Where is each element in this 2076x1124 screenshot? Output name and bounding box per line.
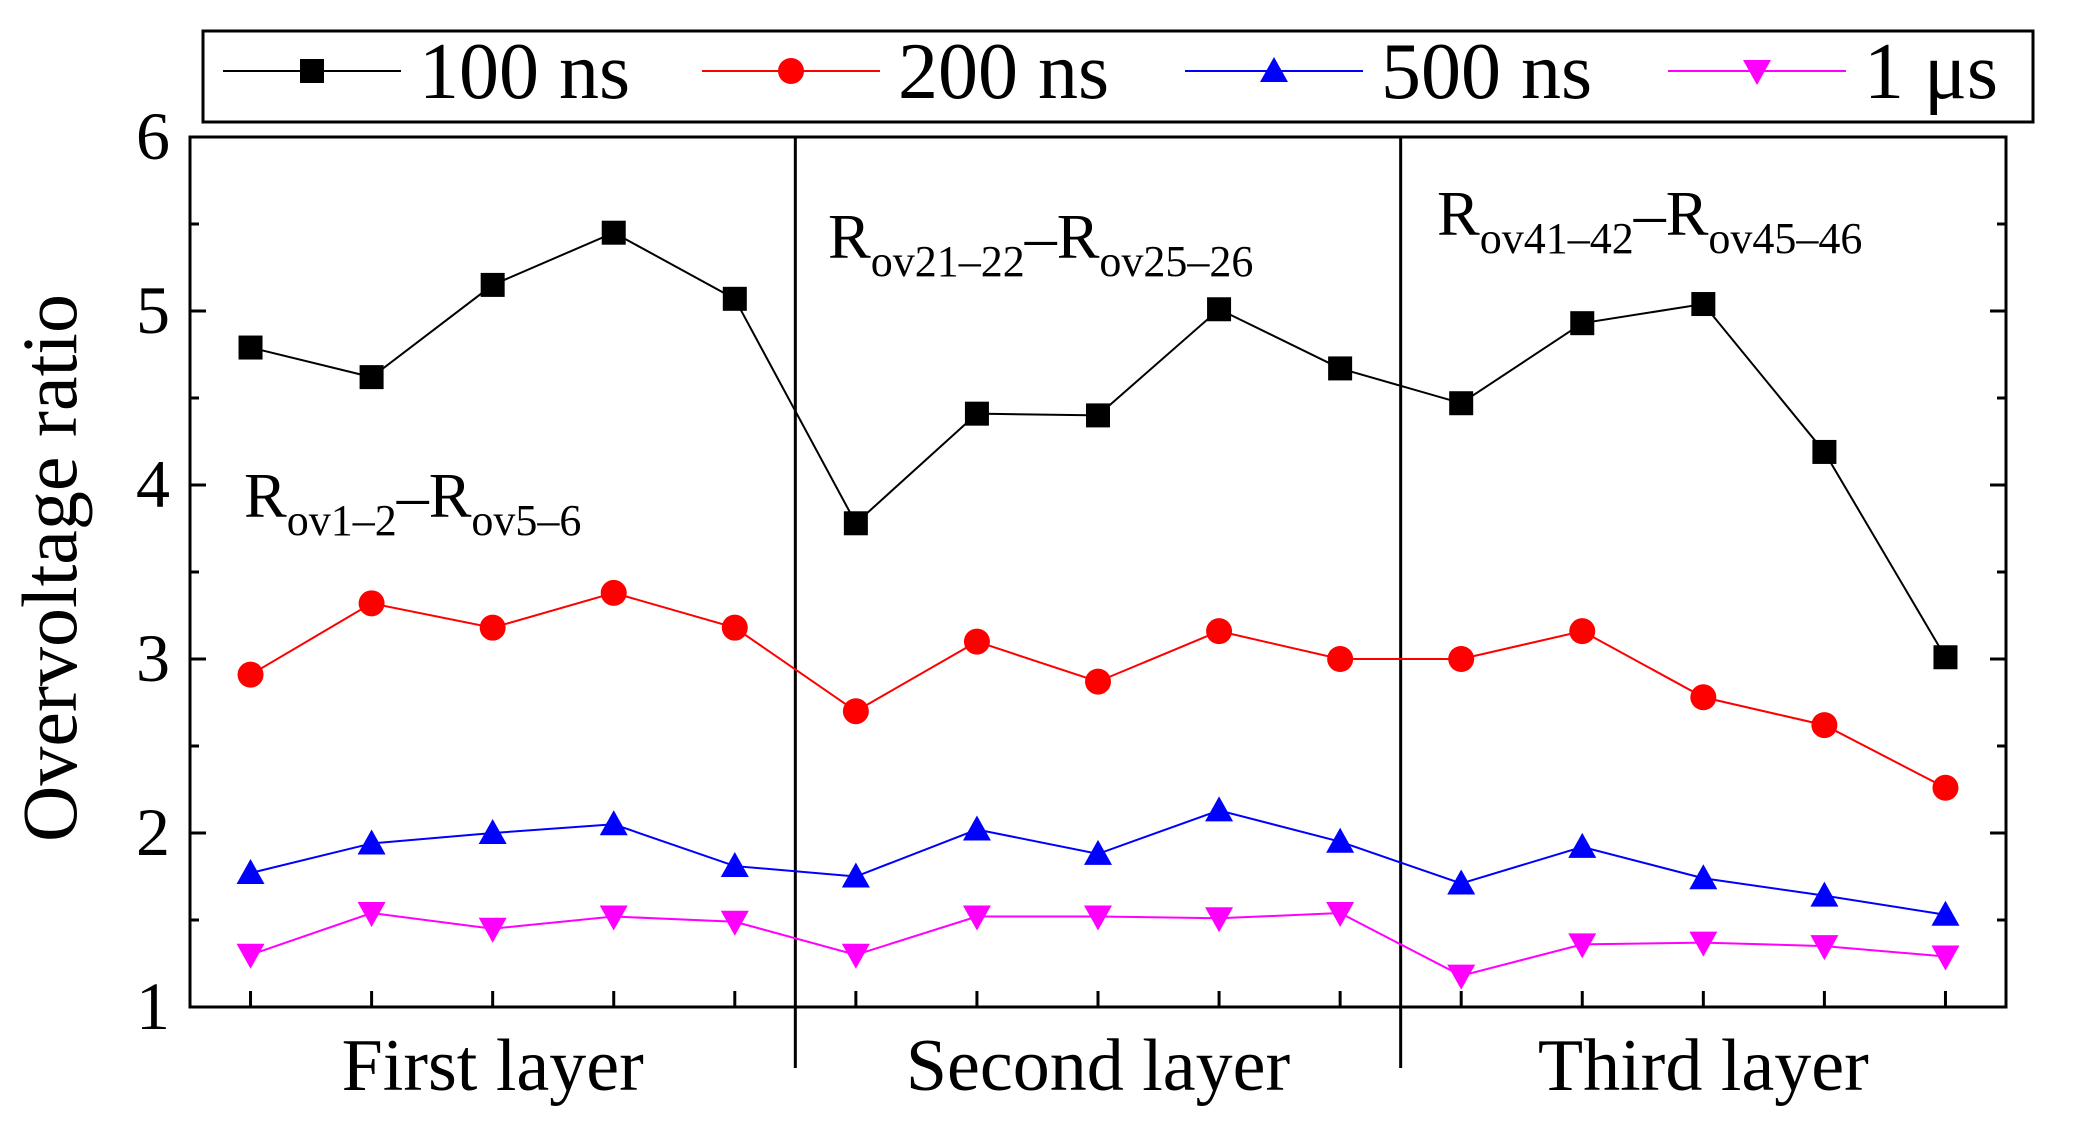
data-point [1447, 869, 1476, 895]
data-point [238, 335, 263, 360]
data-point [237, 661, 264, 688]
y-tick-label: 5 [136, 272, 170, 348]
data-point [1086, 403, 1110, 428]
data-point [1207, 297, 1232, 322]
group-label: First layer [342, 1025, 644, 1107]
data-point [1569, 618, 1596, 645]
data-point [1931, 945, 1960, 971]
data-point [1932, 774, 1959, 801]
data-point [1690, 684, 1717, 711]
data-point [1691, 292, 1716, 317]
series-500-ns [236, 796, 1960, 926]
region-annotation: Rov21–22–Rov25–26 [828, 201, 1253, 286]
group-label: Third layer [1538, 1025, 1869, 1107]
legend-marker [1743, 60, 1771, 85]
series-line [250, 231, 1947, 658]
data-point [1448, 646, 1475, 672]
data-point [1205, 907, 1234, 933]
y-axis-label: Overvoltage ratio [6, 294, 93, 842]
data-point [842, 698, 869, 725]
data-point [1568, 933, 1597, 959]
data-point [357, 902, 386, 928]
data-point [1085, 668, 1111, 695]
data-point [962, 815, 991, 841]
data-point [1449, 391, 1474, 416]
data-point [601, 220, 626, 245]
legend-marker [300, 59, 324, 83]
y-tick-label: 3 [136, 620, 170, 696]
data-point [1084, 839, 1112, 865]
data-point [599, 905, 628, 931]
data-point [1810, 935, 1839, 961]
legend-marker [1260, 57, 1288, 82]
data-point [1810, 881, 1839, 907]
group-label: Second layer [906, 1025, 1290, 1107]
data-point [236, 943, 265, 969]
data-point [721, 614, 748, 641]
data-point [962, 905, 991, 931]
data-point [1812, 439, 1837, 464]
data-point [1206, 618, 1233, 645]
region-annotation: Rov41–42–Rov45–46 [1437, 178, 1862, 263]
data-point [478, 917, 507, 943]
data-point [1689, 931, 1718, 957]
data-point [236, 859, 265, 885]
region-annotation: Rov1–2–Rov5–6 [244, 460, 581, 545]
y-tick-label: 2 [136, 794, 170, 870]
data-point [357, 829, 386, 855]
legend-label: 500 ns [1381, 28, 1592, 116]
data-point [1326, 902, 1355, 928]
data-point [720, 852, 749, 878]
data-point [359, 365, 384, 390]
legend-marker [778, 58, 804, 84]
data-point [480, 272, 505, 297]
data-point [1326, 827, 1355, 853]
data-point [722, 286, 747, 311]
data-point [1328, 356, 1353, 381]
data-point [841, 943, 870, 969]
series-100-ns [238, 220, 1958, 670]
data-point [843, 511, 868, 536]
data-point [358, 590, 385, 617]
legend-label: 200 ns [898, 28, 1109, 116]
y-tick-label: 6 [136, 98, 170, 174]
legend-label: 1 μs [1864, 28, 1998, 116]
data-point [841, 862, 870, 888]
data-point [1570, 311, 1595, 336]
legend-box [201, 29, 2035, 124]
data-point [1568, 832, 1597, 858]
data-point [964, 401, 989, 426]
data-point [1084, 905, 1112, 931]
data-point [1327, 646, 1354, 672]
legend-label: 100 ns [419, 28, 630, 116]
y-tick-label: 4 [136, 446, 170, 522]
data-point [479, 614, 506, 641]
data-point [1811, 712, 1838, 739]
data-point [1931, 900, 1960, 926]
data-point [1689, 864, 1718, 890]
data-point [1447, 964, 1476, 990]
data-point [1205, 796, 1234, 822]
data-point [478, 819, 507, 844]
data-point [1933, 645, 1958, 670]
legend: 100 ns 200 ns 500 ns 1 μs [201, 28, 2035, 124]
data-point [599, 810, 628, 836]
series-1-μs [236, 902, 1960, 990]
data-point [963, 628, 990, 655]
data-point [720, 910, 749, 936]
series-200-ns [237, 579, 1959, 801]
y-tick-label: 1 [136, 968, 170, 1044]
data-point [600, 579, 627, 606]
